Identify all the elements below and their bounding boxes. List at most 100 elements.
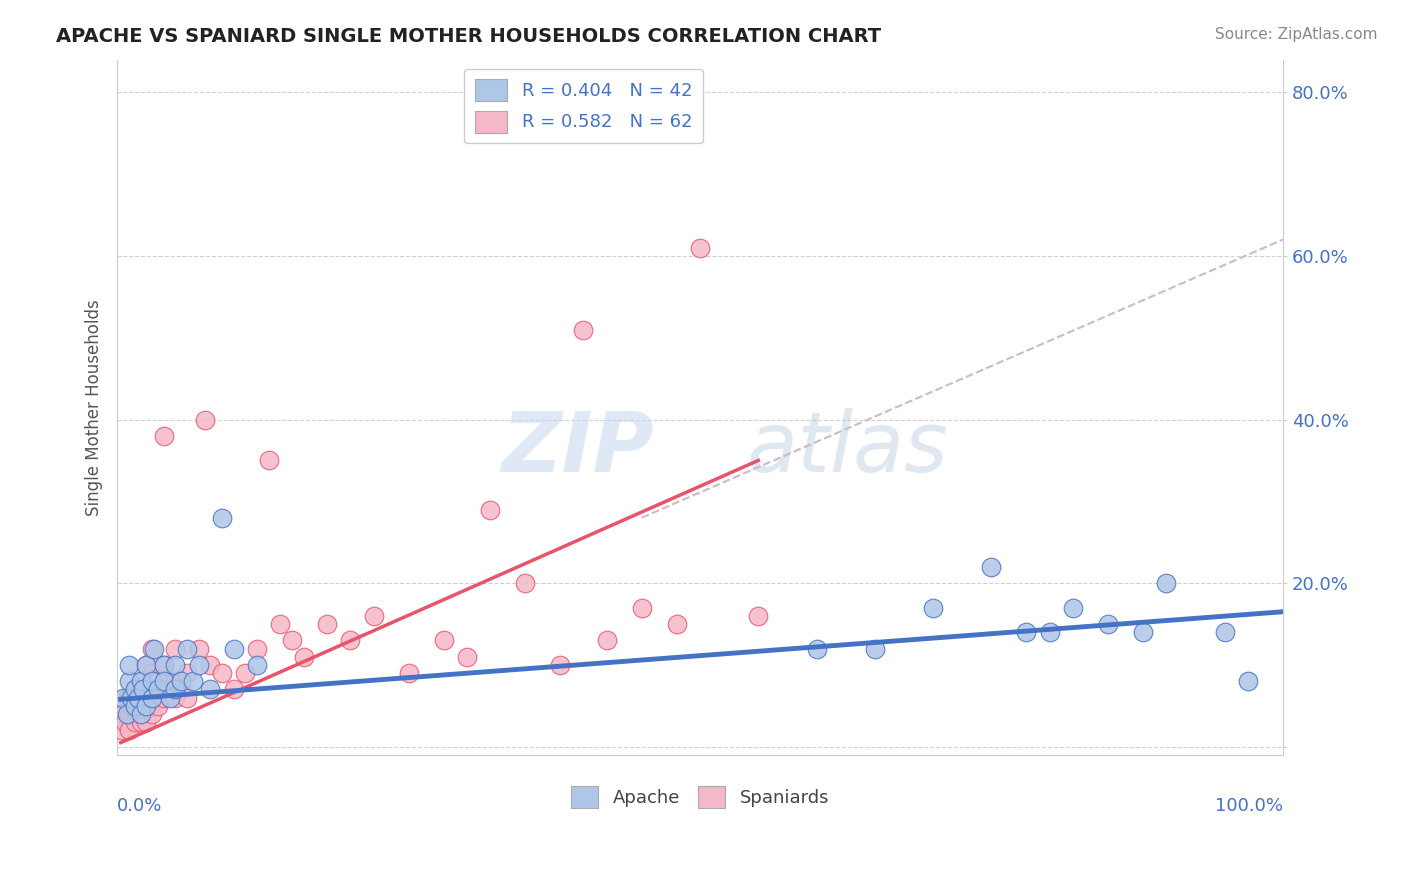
Point [456,649,478,664]
Point [115,690,138,705]
Point [222,641,245,656]
Point [120,690,142,705]
Point [141,690,163,705]
Point [153,657,176,672]
Point [176,690,198,705]
Point [665,617,688,632]
Point [141,674,163,689]
Text: ZIP: ZIP [501,409,654,490]
Point [863,641,886,656]
Point [1062,600,1084,615]
Point [124,698,146,713]
Point [146,698,169,713]
Point [181,674,204,689]
Point [124,682,146,697]
Point [141,666,163,681]
Point [132,682,155,697]
Text: 100.0%: 100.0% [1215,797,1282,814]
Point [159,690,181,705]
Point [129,674,152,689]
Point [246,657,269,672]
Point [257,453,280,467]
Point [432,633,454,648]
Point [187,657,209,672]
Point [1213,625,1236,640]
Point [129,715,152,730]
Point [111,690,134,705]
Point [222,682,245,697]
Point [200,657,222,672]
Point [1039,625,1062,640]
Legend: Apache, Spaniards: Apache, Spaniards [564,779,837,815]
Point [110,723,132,738]
Point [515,576,537,591]
Point [135,715,157,730]
Point [118,657,141,672]
Text: APACHE VS SPANIARD SINGLE MOTHER HOUSEHOLDS CORRELATION CHART: APACHE VS SPANIARD SINGLE MOTHER HOUSEHO… [56,27,882,45]
Point [135,657,157,672]
Point [135,682,157,697]
Point [200,682,222,697]
Point [572,322,595,336]
Text: atlas: atlas [747,409,948,490]
Point [806,641,828,656]
Point [153,690,176,705]
Point [141,690,163,705]
Point [165,682,187,697]
Point [1097,617,1119,632]
Point [135,698,157,713]
Point [153,429,176,443]
Point [1156,576,1178,591]
Point [124,698,146,713]
Point [159,682,181,697]
Point [980,559,1002,574]
Point [1132,625,1154,640]
Point [211,666,233,681]
Point [127,690,149,705]
Point [235,666,257,681]
Point [281,633,304,648]
Point [922,600,945,615]
Point [689,241,711,255]
Point [1015,625,1038,640]
Point [114,715,136,730]
Point [120,698,142,713]
Point [141,706,163,721]
Point [292,649,315,664]
Point [129,674,152,689]
Point [269,617,291,632]
Point [596,633,619,648]
Text: 0.0%: 0.0% [117,797,163,814]
Point [630,600,652,615]
Point [747,608,769,623]
Point [141,641,163,656]
Point [339,633,361,648]
Point [153,674,176,689]
Point [176,666,198,681]
Point [170,674,193,689]
Point [479,502,502,516]
Point [165,690,187,705]
Point [146,682,169,697]
Point [111,706,134,721]
Point [187,641,209,656]
Point [115,706,138,721]
Point [398,666,420,681]
Point [132,698,155,713]
Point [129,690,152,705]
Point [211,510,233,524]
Point [170,682,193,697]
Point [176,641,198,656]
Point [363,608,385,623]
Point [1237,674,1260,689]
Y-axis label: Single Mother Households: Single Mother Households [86,299,103,516]
Point [129,706,152,721]
Point [124,715,146,730]
Point [246,641,269,656]
Text: Source: ZipAtlas.com: Source: ZipAtlas.com [1215,27,1378,42]
Point [118,706,141,721]
Point [165,657,187,672]
Point [548,657,571,672]
Point [118,723,141,738]
Point [165,641,187,656]
